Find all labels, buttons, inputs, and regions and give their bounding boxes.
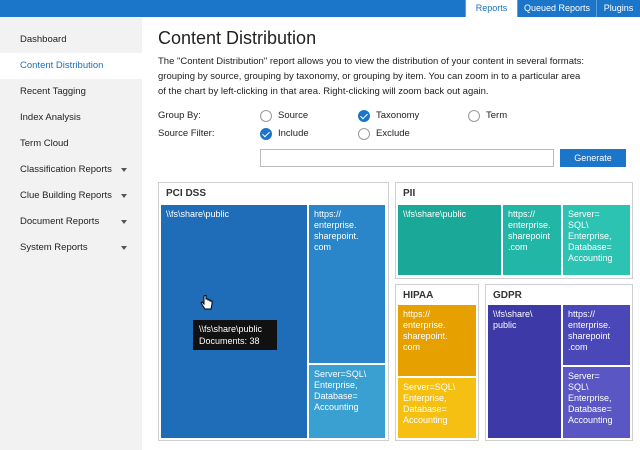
tile-label: Database= (568, 242, 612, 252)
tooltip-line: Documents: 38 (199, 336, 260, 346)
tile-label: https:// (314, 209, 342, 219)
description-line: of the chart by left-clicking in that ar… (158, 86, 489, 97)
tile-label: \\fs\share\public (403, 209, 467, 219)
treemap-tile[interactable]: https://enterprise.sharepoint.com (563, 305, 630, 365)
tile-label: Database= (403, 404, 447, 414)
nav-item[interactable]: Clue Building Reports (20, 190, 112, 201)
nav-caret (121, 194, 127, 198)
nav-caret (121, 220, 127, 224)
nav-caret (121, 168, 127, 172)
panel-title: GDPR (493, 290, 522, 301)
tile-label: sharepoint. (403, 331, 448, 341)
tile-label: .com (568, 342, 588, 352)
tile-label: enterprise. (508, 220, 551, 230)
tile-label: .com (508, 242, 528, 252)
tile-label: Server= (568, 371, 600, 381)
tile-label: Enterprise, (568, 231, 612, 241)
tile-label: enterprise. (568, 320, 611, 330)
panel-title: PII (403, 188, 416, 199)
nav-item[interactable]: Index Analysis (20, 112, 81, 123)
panel-title: PCI DSS (166, 188, 207, 199)
radio-label: Term (486, 110, 508, 121)
tile-label: Enterprise, (314, 380, 358, 390)
tile-label: Database= (314, 391, 358, 401)
tooltip-line: \\fs\share\public (199, 324, 263, 334)
radio-button[interactable] (358, 128, 370, 140)
nav-item[interactable]: Recent Tagging (20, 86, 86, 97)
tile-label: sharepoint (568, 331, 611, 341)
tile-label: sharepoint (508, 231, 551, 241)
treemap-tile[interactable]: Server=SQL\Enterprise,Database=Accountin… (563, 367, 630, 438)
panel-title: HIPAA (403, 290, 434, 301)
top-tab[interactable]: Queued Reports (517, 0, 596, 17)
tile-label: enterprise. (314, 220, 357, 230)
tile-label: com (403, 342, 421, 352)
tile-label: com (314, 242, 332, 252)
tile-label: Enterprise, (403, 393, 447, 403)
tile-label: https:// (508, 209, 536, 219)
generate-button[interactable]: Generate (560, 149, 626, 167)
tile-label: \\fs\share\ (493, 309, 533, 319)
radio-button[interactable] (468, 110, 480, 122)
nav-item[interactable]: Classification Reports (20, 164, 112, 175)
treemap-tile[interactable]: https://enterprise.sharepoint.com (503, 205, 561, 275)
tile-label: Server= (568, 209, 600, 219)
tile-label: sharepoint. (314, 231, 359, 241)
description-line: The "Content Distribution" report allows… (158, 56, 585, 67)
treemap-tile[interactable]: \\fs\share\public (398, 205, 501, 275)
treemap-tile[interactable]: Server=SQL\Enterprise,Database=Accountin… (398, 378, 476, 438)
tile-label: SQL\ (568, 220, 589, 230)
tooltip: \\fs\share\public Documents: 38 (193, 320, 277, 350)
sidebar (0, 17, 142, 450)
top-tab[interactable]: Plugins (596, 0, 640, 17)
treemap-tile[interactable]: https://enterprise.sharepoint.com (309, 205, 385, 363)
nav-caret (121, 246, 127, 250)
tile-label: Accounting (314, 402, 359, 412)
radio-label: Exclude (376, 128, 410, 139)
tile-label: \\fs\share\public (166, 209, 230, 219)
form-label: Group By: (158, 110, 201, 121)
radio-label: Taxonomy (376, 110, 420, 121)
radio-button[interactable] (260, 110, 272, 122)
radio-button[interactable] (358, 110, 370, 122)
source-filter-input[interactable] (260, 149, 554, 167)
tile-label: Accounting (403, 415, 448, 425)
tile-label: Server=SQL\ (403, 382, 456, 392)
nav-item[interactable]: System Reports (20, 242, 88, 253)
tile-label: Accounting (568, 253, 613, 263)
treemap-tile[interactable]: \\fs\share\public (488, 305, 561, 438)
tile-label: public (493, 320, 517, 330)
tile-label: Accounting (568, 415, 613, 425)
description-line: grouping by source, grouping by taxonomy… (158, 71, 581, 82)
radio-label: Source (278, 110, 309, 121)
cursor (200, 295, 213, 310)
form-label: Source Filter: (158, 128, 215, 139)
nav-item[interactable]: Content Distribution (0, 53, 142, 79)
page-title: Content Distribution (158, 28, 317, 48)
treemap-tile[interactable]: https://enterprise.sharepoint.com (398, 305, 476, 376)
treemap-tile[interactable]: Server=SQL\Enterprise,Database=Accountin… (563, 205, 630, 275)
nav-item[interactable]: Dashboard (20, 34, 67, 45)
treemap-tile[interactable]: Server=SQL\Enterprise,Database=Accountin… (309, 365, 385, 438)
radio-label: Include (278, 128, 309, 139)
nav-item[interactable]: Term Cloud (20, 138, 69, 149)
top-tab[interactable]: Reports (465, 0, 517, 17)
tile-label: https:// (568, 309, 596, 319)
tile-label: SQL\ (568, 382, 589, 392)
tile-label: https:// (403, 309, 431, 319)
nav-item[interactable]: Document Reports (20, 216, 100, 227)
tile-label: Database= (568, 404, 612, 414)
tile-label: enterprise. (403, 320, 446, 330)
tile-label: Server=SQL\ (314, 369, 367, 379)
tile-label: Enterprise, (568, 393, 612, 403)
radio-button[interactable] (260, 128, 272, 140)
